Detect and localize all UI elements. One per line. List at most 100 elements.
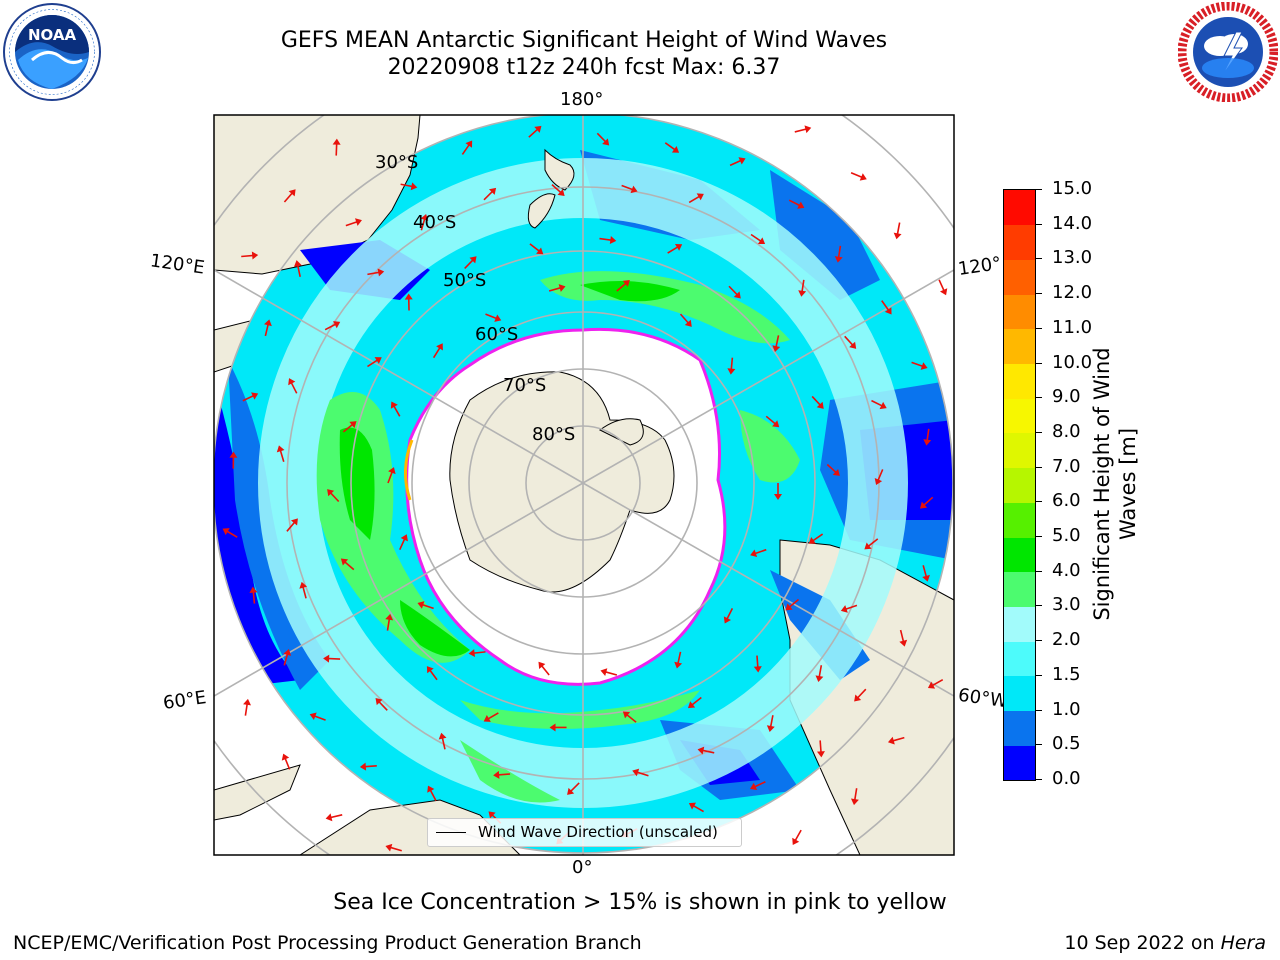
wave-arrow-head bbox=[438, 732, 447, 740]
wave-arrow-head bbox=[264, 319, 272, 327]
colorbar-tick-label: 1.5 bbox=[1052, 663, 1081, 685]
colorbar-segment bbox=[1004, 432, 1035, 469]
colorbar-tick-label: 6.0 bbox=[1052, 490, 1081, 512]
wave-arrow-head bbox=[687, 701, 696, 709]
wave-arrow-head bbox=[887, 736, 895, 745]
colorbar-tick-mark bbox=[1035, 397, 1042, 399]
national-weather-service-logo-icon bbox=[1178, 2, 1278, 102]
wave-arrow-head bbox=[493, 770, 500, 779]
wave-arrow-head bbox=[468, 649, 475, 658]
wave-arrow-head bbox=[377, 268, 385, 277]
colorbar-segment bbox=[1004, 537, 1035, 573]
wave-arrow-head bbox=[733, 291, 741, 299]
legend-label: Wind Wave Direction (unscaled) bbox=[478, 823, 718, 841]
colorbar-segment bbox=[1004, 467, 1035, 503]
colorbar-segment bbox=[1004, 571, 1035, 607]
wave-arrow-head bbox=[750, 782, 758, 791]
colorbar-tick-label: 7.0 bbox=[1052, 455, 1081, 477]
wave-arrow-head bbox=[251, 251, 259, 260]
colorbar-tick-mark bbox=[1035, 431, 1042, 433]
map-legend: Wind Wave Direction (unscaled) bbox=[427, 818, 742, 847]
colorbar-tick-label: 14.0 bbox=[1052, 212, 1093, 234]
colorbar-tick-mark bbox=[1035, 293, 1042, 295]
wave-arrow-head bbox=[427, 785, 435, 793]
wave-arrow-head bbox=[567, 787, 575, 795]
colorbar-tick-mark bbox=[1035, 640, 1042, 642]
map-frame bbox=[213, 114, 955, 856]
wave-arrow-head bbox=[494, 314, 502, 322]
wave-arrow-head bbox=[674, 661, 683, 669]
wave-arrow-head bbox=[243, 698, 252, 706]
wave-arrow-head bbox=[332, 138, 341, 145]
wave-arrow-head bbox=[538, 661, 546, 669]
wave-arrow-head bbox=[688, 802, 697, 810]
wave-arrow-head bbox=[816, 751, 825, 758]
colorbar-tick-label: 10.0 bbox=[1052, 351, 1093, 373]
colorbar-tick-label: 12.0 bbox=[1052, 282, 1093, 304]
wave-arrow-head bbox=[772, 345, 781, 352]
colorbar-segment bbox=[1004, 398, 1035, 434]
wave-arrow-head bbox=[251, 392, 259, 400]
wave-arrow-head bbox=[375, 698, 383, 706]
wave-arrow-head bbox=[426, 666, 434, 674]
wave-arrow-head bbox=[488, 811, 496, 819]
colorbar-tick-mark bbox=[1035, 709, 1042, 711]
colorbar-tick-label: 0.0 bbox=[1052, 768, 1081, 789]
wave-arrow-head bbox=[465, 140, 473, 148]
lat-label-30s: 30°S bbox=[375, 152, 419, 173]
new-zealand-south bbox=[527, 193, 556, 229]
wave-arrow-head bbox=[489, 187, 497, 195]
wave-arrow-head bbox=[785, 603, 793, 611]
wave-direction-arrows bbox=[222, 125, 948, 852]
wave-arrow-head bbox=[622, 280, 630, 287]
wave-arrow-head bbox=[923, 439, 932, 446]
colorbar-segment bbox=[1004, 641, 1035, 677]
wave-arrow-head bbox=[293, 260, 302, 267]
wave-arrow-head bbox=[549, 723, 556, 732]
new-zealand-north bbox=[544, 148, 575, 191]
legend-line-icon bbox=[436, 832, 466, 833]
colorbar bbox=[1003, 189, 1036, 781]
wave-arrow-head bbox=[400, 534, 408, 542]
wave-arrow-head bbox=[600, 668, 608, 676]
wave-arrow-head bbox=[774, 494, 782, 500]
wave-arrow-head bbox=[229, 451, 238, 458]
svg-text:NOAA: NOAA bbox=[28, 26, 77, 44]
wave-arrow-head bbox=[436, 343, 443, 351]
wave-arrow-head bbox=[723, 616, 731, 624]
colorbar-tick-mark bbox=[1035, 570, 1042, 572]
colorbar-tick-label: 1.0 bbox=[1052, 698, 1081, 720]
wave-arrow-head bbox=[792, 837, 800, 845]
colorbar-tick-label: 3.0 bbox=[1052, 594, 1081, 616]
colorbar-tick-mark bbox=[1035, 189, 1042, 190]
wave-arrow-head bbox=[410, 182, 418, 191]
wave-arrow-head bbox=[390, 401, 398, 409]
wave-arrow-head bbox=[874, 477, 883, 486]
colorbar-tick-mark bbox=[1035, 779, 1042, 780]
wave-arrow-head bbox=[766, 725, 775, 732]
colorbar-tick-mark bbox=[1035, 501, 1042, 503]
wave-arrow-head bbox=[893, 232, 902, 240]
lon-label-upper-left: 120°E bbox=[148, 250, 206, 279]
noaa-logo-icon: NOAA bbox=[3, 3, 101, 101]
colorbar-segment bbox=[1004, 294, 1035, 330]
chart-subtitle: 20220908 t12z 240h fcst Max: 6.37 bbox=[387, 55, 781, 80]
colorbar-tick-label: 4.0 bbox=[1052, 559, 1081, 581]
wave-arrow-head bbox=[797, 201, 805, 209]
wave-arrow-head bbox=[602, 138, 610, 146]
wave-arrow-head bbox=[325, 813, 333, 822]
colorbar-tick-mark bbox=[1035, 362, 1042, 364]
wave-arrow-head bbox=[281, 753, 290, 761]
wave-arrow-head bbox=[804, 125, 812, 134]
wave-arrow-head bbox=[815, 675, 824, 682]
wave-arrow-head bbox=[333, 321, 341, 329]
wave-arrow-head bbox=[622, 711, 631, 719]
wave-arrow-head bbox=[864, 542, 872, 550]
wave-arrow-head bbox=[757, 237, 766, 245]
wave-arrow-head bbox=[276, 445, 285, 453]
wave-arrow-head bbox=[388, 467, 396, 475]
colorbar-segment bbox=[1004, 606, 1035, 642]
colorbar-tick-mark bbox=[1035, 327, 1042, 329]
footer-date: 10 Sep 2022 on Hera bbox=[1064, 932, 1266, 954]
colorbar-tick-label: 0.5 bbox=[1052, 733, 1081, 755]
